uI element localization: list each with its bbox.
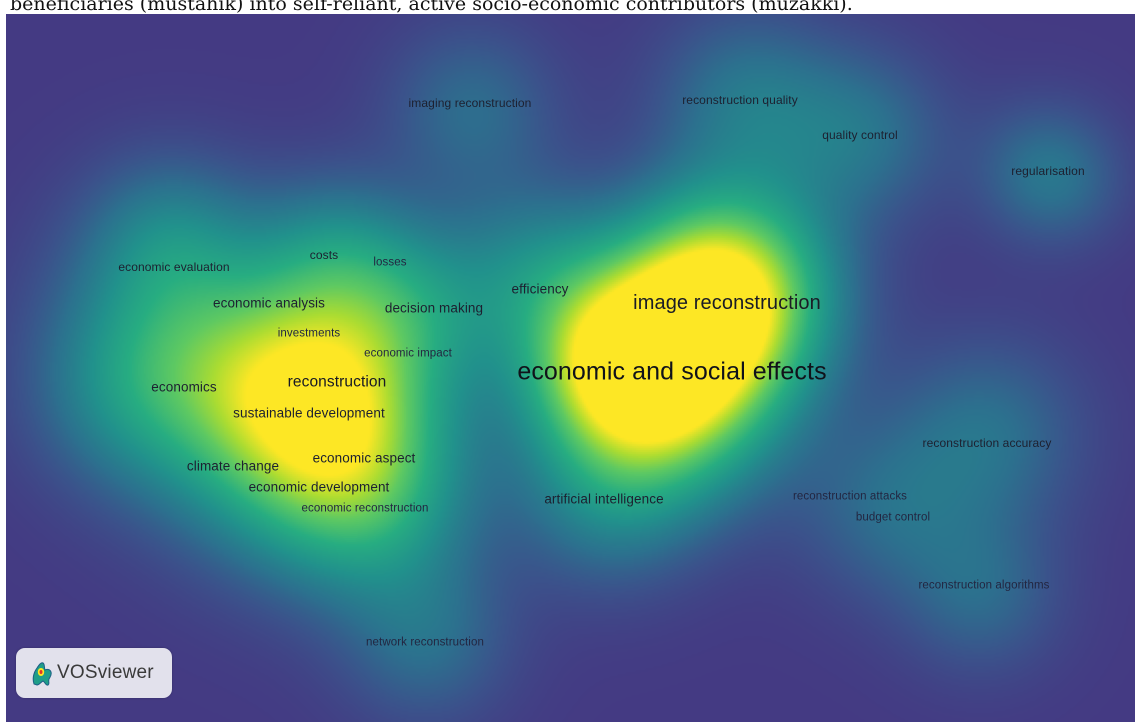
term-regularisation[interactable]: regularisation xyxy=(1011,164,1085,178)
term-economic-aspect[interactable]: economic aspect xyxy=(312,450,416,466)
term-economics[interactable]: economics xyxy=(151,379,217,395)
term-efficiency[interactable]: efficiency xyxy=(511,281,569,297)
term-economic-development[interactable]: economic development xyxy=(248,479,390,495)
logo-text: VOSviewer xyxy=(57,662,154,683)
caption-text: beneficiaries (mustahik) into self-relia… xyxy=(10,0,853,14)
term-reconstruction[interactable]: reconstruction xyxy=(287,373,387,391)
term-reconstruction-accuracy[interactable]: reconstruction accuracy xyxy=(922,436,1052,450)
term-economic-reconstruction[interactable]: economic reconstruction xyxy=(301,502,429,515)
term-network-reconstruction[interactable]: network reconstruction xyxy=(366,636,484,649)
term-sustainable-development[interactable]: sustainable development xyxy=(233,405,385,421)
term-artificial-intelligence[interactable]: artificial intelligence xyxy=(544,491,664,507)
term-reconstruction-quality[interactable]: reconstruction quality xyxy=(682,93,798,107)
density-heatmap xyxy=(6,14,1135,722)
term-reconstruction-algorithms[interactable]: reconstruction algorithms xyxy=(918,579,1050,592)
term-reconstruction-attacks[interactable]: reconstruction attacks xyxy=(792,490,908,503)
term-image-reconstruction[interactable]: image reconstruction xyxy=(633,292,821,314)
vosviewer-logo-badge: VOSviewer xyxy=(16,648,172,698)
term-economic-impact[interactable]: economic impact xyxy=(364,347,452,360)
term-economic-analysis[interactable]: economic analysis xyxy=(212,295,326,311)
term-losses[interactable]: losses xyxy=(373,256,407,269)
term-decision-making[interactable]: decision making xyxy=(384,300,484,316)
density-map[interactable]: imaging reconstruction reconstruction qu… xyxy=(6,14,1135,722)
term-costs[interactable]: costs xyxy=(309,248,339,262)
term-economic-and-social-effects[interactable]: economic and social effects xyxy=(517,357,827,386)
term-climate-change[interactable]: climate change xyxy=(186,458,280,474)
term-quality-control[interactable]: quality control xyxy=(822,128,898,142)
term-economic-evaluation[interactable]: economic evaluation xyxy=(118,260,230,274)
term-budget-control[interactable]: budget control xyxy=(855,511,931,524)
vosviewer-logo-icon xyxy=(32,662,52,686)
term-investments[interactable]: investments xyxy=(277,327,341,340)
term-imaging-reconstruction[interactable]: imaging reconstruction xyxy=(408,96,532,110)
